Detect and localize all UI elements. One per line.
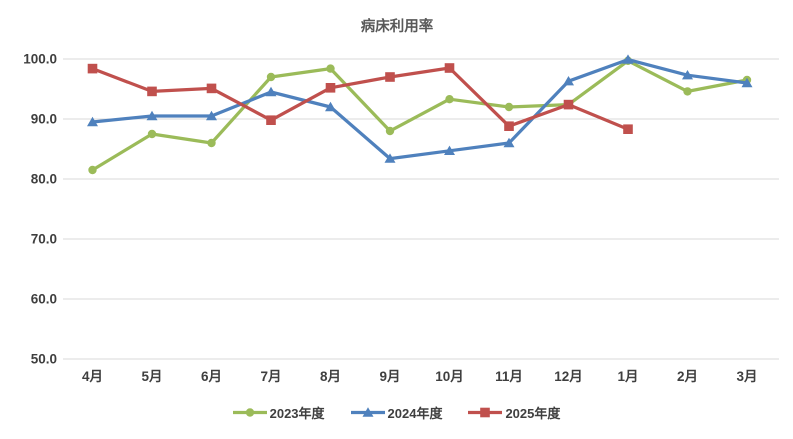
- y-axis-tick-label: 100.0: [23, 52, 57, 67]
- series-0-marker-3: [266, 72, 276, 82]
- legend-triangle-icon: [350, 407, 385, 417]
- legend-marker: [362, 407, 374, 417]
- series-0-marker-4: [326, 64, 335, 73]
- x-axis-tick-label: 11月: [495, 369, 523, 384]
- legend-label: 2023年度: [269, 406, 325, 421]
- series-2-marker-8: [563, 99, 574, 110]
- x-axis-tick-label: 2月: [677, 369, 698, 384]
- legend-marker: [245, 408, 254, 417]
- legend-marker: [480, 407, 491, 418]
- legend-square-icon: [468, 407, 503, 418]
- series-2-marker-2: [206, 83, 217, 94]
- series-1-marker-4: [325, 101, 336, 112]
- series-1-marker-11: [741, 77, 753, 88]
- x-axis-tick-label: 4月: [82, 369, 103, 384]
- y-axis-tick-label: 50.0: [31, 352, 57, 367]
- chart-legend: 2023年度 2024年度 2025年度: [0, 403, 793, 422]
- series-2-marker-4: [325, 83, 336, 93]
- x-axis-tick-label: 5月: [141, 369, 162, 384]
- x-axis-tick-label: 12月: [554, 369, 583, 384]
- series-1-marker-5: [384, 153, 396, 163]
- series-0-marker-2: [207, 138, 216, 148]
- series-1-line: [90, 57, 749, 161]
- series-0-marker-0: [88, 165, 97, 175]
- series-2-marker-9: [623, 124, 633, 134]
- series-1-marker-2: [206, 110, 217, 121]
- y-axis-tick-label: 90.0: [31, 112, 57, 127]
- y-axis-tick-label: 80.0: [31, 172, 57, 187]
- legend-label: 2024年度: [387, 406, 443, 421]
- series-1-marker-0: [87, 116, 98, 127]
- series-0-marker-5: [385, 126, 395, 136]
- series-2-marker-0: [87, 63, 98, 74]
- series-1-marker-7: [503, 137, 515, 148]
- x-axis-tick-label: 1月: [617, 369, 638, 384]
- x-axis-tick-label: 8月: [320, 369, 341, 384]
- y-axis-tick-label: 60.0: [31, 292, 57, 307]
- series-2-marker-1: [147, 86, 157, 97]
- series-2-marker-3: [266, 115, 276, 125]
- series-1-marker-1: [146, 110, 158, 121]
- chart-title: 病床利用率: [361, 17, 434, 35]
- series-2-marker-6: [444, 63, 455, 73]
- x-axis-tick-label: 3月: [736, 369, 757, 384]
- x-axis-tick-label: 9月: [379, 369, 400, 384]
- series-2-line: [90, 66, 630, 131]
- x-axis-tick-label: 10月: [435, 369, 464, 384]
- series-0-marker-1: [147, 129, 157, 139]
- series-2-marker-7: [504, 121, 514, 131]
- legend-circle-icon: [232, 408, 267, 417]
- series-2-marker-5: [385, 72, 395, 82]
- series-0-marker-6: [445, 95, 454, 104]
- series-1-marker-3: [265, 86, 277, 97]
- series-1-marker-8: [563, 76, 574, 86]
- series-1-marker-6: [444, 145, 455, 155]
- series-0-marker-10: [683, 87, 692, 96]
- series-1-marker-9: [622, 54, 634, 64]
- series-0-marker-7: [504, 102, 514, 112]
- legend-item-2: 2025年度: [468, 403, 560, 422]
- y-axis-tick-label: 70.0: [31, 232, 57, 247]
- x-axis-tick-label: 6月: [201, 369, 222, 384]
- x-axis-tick-label: 7月: [260, 369, 281, 384]
- series-0-line: [90, 59, 749, 172]
- legend-item-1: 2024年度: [350, 403, 443, 422]
- series-1-marker-10: [682, 70, 693, 80]
- legend-label: 2025年度: [505, 406, 561, 421]
- legend-item-0: 2023年度: [232, 403, 325, 422]
